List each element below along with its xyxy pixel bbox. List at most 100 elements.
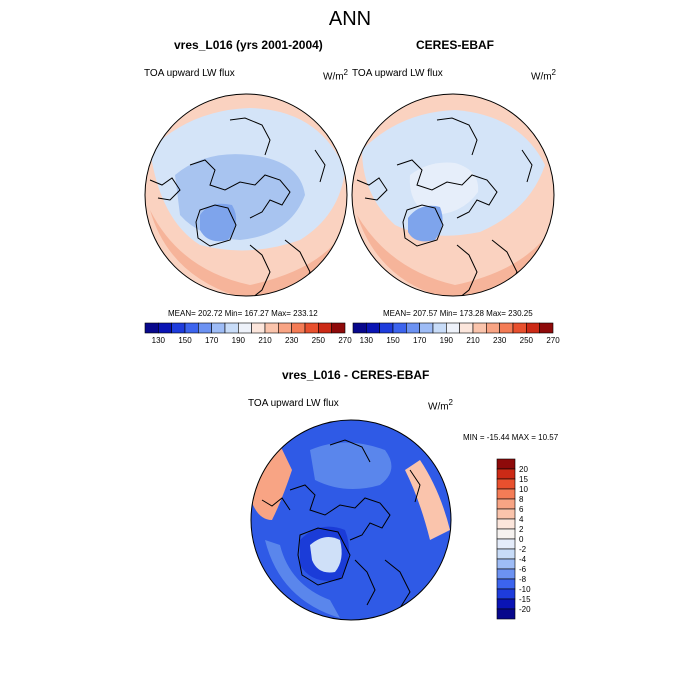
colorbar-1-tick-label: 150: [178, 336, 192, 345]
panel-2-title: CERES-EBAF: [416, 38, 495, 52]
colorbar-1-swatch: [184, 322, 199, 334]
colorbar-diff-swatch: [496, 518, 516, 530]
colorbar-1-tick-label: 190: [232, 336, 246, 345]
colorbar-diff-tick-label: 0: [519, 535, 524, 544]
colorbar-2-swatch: [539, 322, 554, 334]
panel-1-variable-label: TOA upward LW flux: [144, 68, 235, 79]
colorbar-2-tick-label: 230: [493, 336, 507, 345]
colorbar-diff-tick-label: 8: [519, 495, 524, 504]
colorbar-1-tick-label: 130: [152, 336, 166, 345]
colorbar-diff-swatch: [496, 588, 516, 600]
map-diff: [250, 419, 452, 621]
colorbar-diff-swatch: [496, 598, 516, 610]
map-panel-1: [144, 93, 348, 297]
map-diff-light-blue-south: [265, 540, 340, 618]
diff-units: W/m2: [428, 398, 453, 413]
colorbar-diff-swatch: [496, 468, 516, 480]
colorbar-diff-tick-label: -4: [519, 555, 527, 564]
colorbar-1-tick-label: 210: [258, 336, 272, 345]
colorbar-1-swatch: [198, 322, 212, 334]
colorbar-2-tick-label: 270: [546, 336, 560, 345]
colorbar-1-tick-label: 270: [338, 336, 352, 345]
diff-variable-label: TOA upward LW flux: [248, 398, 339, 409]
map-2-greenland-low: [408, 205, 443, 242]
panel-2-stats: MEAN= 207.57 Min= 173.28 Max= 230.25: [383, 309, 533, 318]
colorbar-diff-tick-label: 2: [519, 525, 524, 534]
colorbar-2-tick-label: 170: [413, 336, 427, 345]
colorbar-2-tick-label: 150: [386, 336, 400, 345]
colorbar-1-swatch: [158, 322, 172, 334]
colorbar-diff-tick-label: 15: [519, 475, 528, 484]
colorbar-1-swatch: [171, 322, 186, 334]
colorbar-1-tick-label: 170: [205, 336, 219, 345]
colorbar-1-swatch: [211, 322, 226, 334]
colorbar-2-swatch: [419, 322, 434, 334]
colorbar-2-swatch: [486, 322, 500, 334]
colorbar-diff-swatch: [496, 458, 516, 470]
colorbar-2-swatch: [379, 322, 394, 334]
colorbar-2-swatch: [432, 322, 447, 334]
colorbar-2-swatch: [352, 322, 367, 334]
diff-title: vres_L016 - CERES-EBAF: [282, 368, 430, 382]
colorbar-2-swatch: [406, 322, 420, 334]
colorbar-1-tick-label: 250: [312, 336, 326, 345]
map-diff-coastlines: [261, 439, 421, 609]
colorbar-diff-tick-label: 10: [519, 485, 528, 494]
colorbar-2-tick-label: 250: [520, 336, 534, 345]
map-1-border: [144, 93, 348, 297]
colorbar-1-swatch: [304, 322, 319, 334]
map-diff-light-blue-north: [310, 442, 392, 489]
colorbar-diff-swatch: [496, 538, 516, 550]
map-2-border: [351, 93, 555, 297]
colorbar-diff-tick-label: -2: [519, 545, 527, 554]
colorbar-1-swatch: [291, 322, 306, 334]
colorbar-2-swatch: [472, 322, 487, 334]
colorbar-diff-swatch: [496, 478, 516, 490]
map-1-coastlines: [149, 117, 326, 296]
panel-1-units: W/m2: [323, 68, 348, 83]
map-2-warm-band: [357, 215, 552, 296]
panel-2-units: W/m2: [531, 68, 556, 83]
panel-2-variable-label: TOA upward LW flux: [352, 68, 443, 79]
colorbar-diff-swatch: [496, 548, 516, 560]
panel-1-stats: MEAN= 202.72 Min= 167.27 Max= 233.12: [168, 309, 318, 318]
colorbar-panel-1: 130 150 170 190 210 230 250 270: [144, 322, 352, 345]
colorbar-2-swatch: [392, 322, 407, 334]
colorbar-1-swatch: [318, 322, 332, 334]
colorbar-diff-swatch: [496, 498, 516, 510]
colorbar-1-swatch: [251, 322, 266, 334]
colorbar-2-tick-label: 190: [440, 336, 454, 345]
map-2-arctic-region: [409, 162, 479, 215]
colorbar-2-swatch: [366, 322, 380, 334]
colorbar-1-swatch: [238, 322, 252, 334]
colorbar-diff-tick-label: -15: [519, 595, 531, 604]
colorbar-diff-tick-label: 20: [519, 465, 528, 474]
colorbar-diff-tick-label: 6: [519, 505, 524, 514]
colorbar-2-swatch: [446, 322, 460, 334]
diff-stats: MIN = -15.44 MAX = 10.57: [463, 433, 559, 442]
panel-1-title: vres_L016 (yrs 2001-2004): [174, 38, 323, 52]
colorbar-diff-swatch: [496, 488, 516, 500]
colorbar-2-swatch: [499, 322, 514, 334]
colorbar-diff-swatch: [496, 568, 516, 580]
colorbar-1-tick-label: 230: [285, 336, 299, 345]
colorbar-2-swatch: [526, 322, 540, 334]
colorbar-2-tick-label: 130: [360, 336, 374, 345]
colorbar-1-swatch: [331, 322, 346, 334]
colorbar-diff-tick-label: -8: [519, 575, 527, 584]
map-panel-2: [351, 93, 555, 297]
colorbar-diff-tick-label: 4: [519, 515, 524, 524]
colorbar-1-swatch: [144, 322, 159, 334]
figure-title: ANN: [328, 8, 372, 30]
colorbar-2-tick-label: 210: [466, 336, 480, 345]
colorbar-diff-swatch: [496, 528, 516, 540]
colorbar-2-swatch: [512, 322, 527, 334]
colorbar-panel-2: 130 150 170 190 210 230 250 270: [352, 322, 560, 345]
colorbar-diff-swatch: [496, 508, 516, 520]
colorbar-1-swatch: [264, 322, 279, 334]
colorbar-diff-tick-label: -20: [519, 605, 531, 614]
map-1-greenland-low: [200, 203, 237, 242]
colorbar-diff-swatch: [496, 578, 516, 590]
colorbar-1-swatch: [224, 322, 239, 334]
